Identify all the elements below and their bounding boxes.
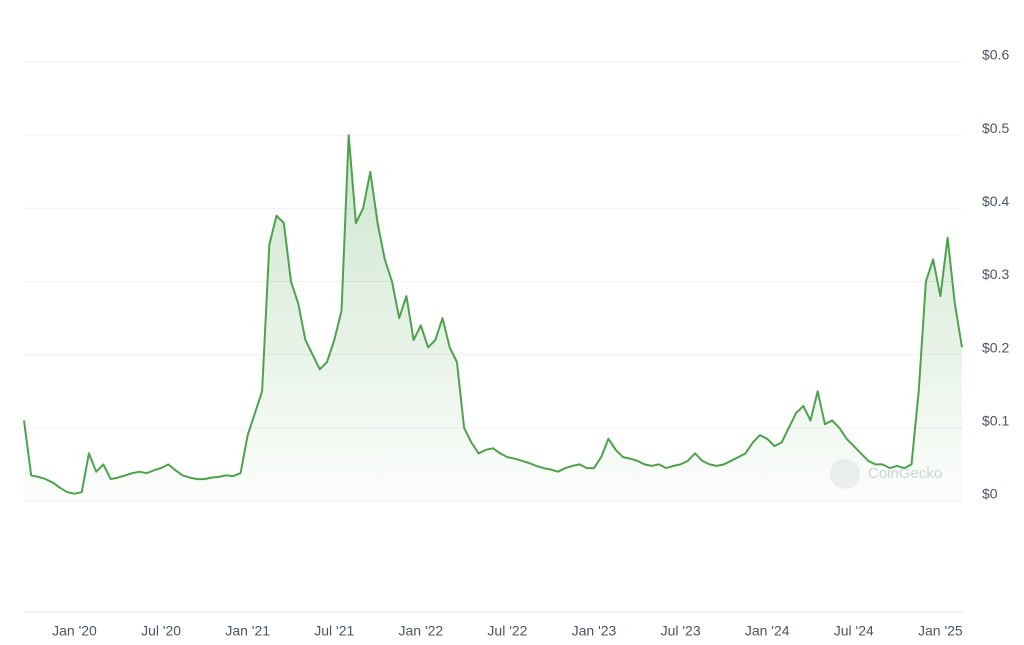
x-tick-label: Jul '22 [487,623,527,639]
area [24,135,962,501]
x-tick-label: Jan '25 [918,623,963,639]
y-tick-label: $0.5 [982,120,1009,136]
x-tick-label: Jul '23 [661,623,701,639]
y-tick-label: $0.2 [982,339,1009,355]
x-tick-label: Jul '24 [834,623,874,639]
x-tick-label: Jul '20 [141,623,181,639]
x-tick-label: Jul '21 [314,623,354,639]
x-tick-label: Jan '20 [52,623,97,639]
y-tick-label: $0.1 [982,413,1009,429]
y-tick-label: $0.3 [982,266,1009,282]
x-tick-label: Jan '23 [572,623,617,639]
y-tick-label: $0 [982,486,998,502]
x-tick-label: Jan '22 [398,623,443,639]
price-line [23,134,963,495]
x-tick-label: Jan '24 [745,623,790,639]
y-tick-label: $0.6 [982,47,1009,63]
x-tick-label: Jan '21 [225,623,270,639]
y-tick-label: $0.4 [982,193,1009,209]
